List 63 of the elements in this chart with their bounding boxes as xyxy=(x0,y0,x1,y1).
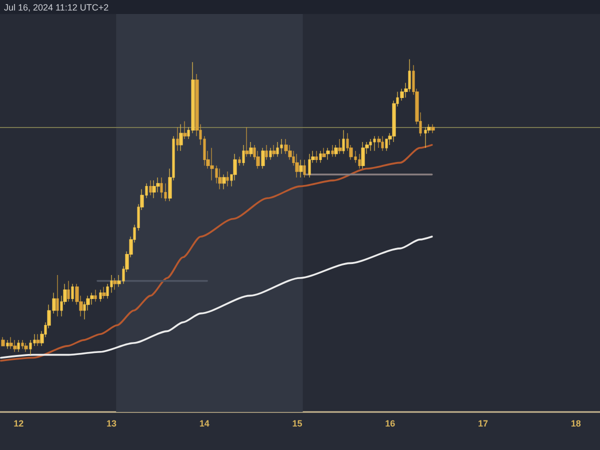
x-tick-label: 14 xyxy=(199,418,210,428)
candlestick xyxy=(361,142,365,169)
candlestick xyxy=(303,159,306,178)
candlestick xyxy=(245,126,249,158)
candlestick xyxy=(381,136,384,152)
candlestick xyxy=(338,138,342,154)
candlestick xyxy=(67,280,70,302)
candlestick xyxy=(222,174,226,190)
candlestick xyxy=(94,290,97,302)
candlestick xyxy=(295,154,299,178)
candlestick xyxy=(226,171,229,187)
candlestick xyxy=(17,340,20,352)
candlestick xyxy=(6,340,9,350)
candlestick xyxy=(218,168,222,190)
candlestick xyxy=(358,154,361,169)
candlestick xyxy=(280,138,283,154)
x-tick-label: 15 xyxy=(292,418,302,428)
candlestick xyxy=(56,274,59,317)
candlestick xyxy=(238,156,241,166)
candlestick xyxy=(261,148,265,169)
candlestick xyxy=(9,336,13,350)
candlestick xyxy=(431,124,435,134)
candlestick xyxy=(36,334,40,346)
candlestick xyxy=(269,148,272,160)
candlestick xyxy=(71,284,74,302)
candlestick xyxy=(99,290,102,302)
candlestick xyxy=(210,148,214,181)
candlestick xyxy=(160,177,163,198)
x-tick-label: 18 xyxy=(570,418,581,428)
candlestick xyxy=(242,144,245,166)
candlestick xyxy=(152,180,156,198)
x-tick-label: 17 xyxy=(478,418,488,428)
candlestick xyxy=(334,144,338,158)
x-tick-label: 16 xyxy=(385,418,396,428)
candlestick xyxy=(424,126,427,148)
candlestick xyxy=(319,150,322,163)
candlestick xyxy=(21,340,24,350)
x-tick-label: 12 xyxy=(14,418,24,428)
candlestick xyxy=(315,150,318,163)
candlestick xyxy=(113,278,117,290)
candlestick xyxy=(183,121,187,140)
candlestick xyxy=(249,142,253,158)
candlestick xyxy=(176,126,179,152)
text: Jul 16, 2024 11:12 UTC+2 xyxy=(4,2,109,12)
candlestick xyxy=(179,124,183,152)
candlestick xyxy=(272,144,276,158)
candlestick xyxy=(13,340,17,352)
candlestick xyxy=(102,286,106,299)
candlestick xyxy=(373,136,376,152)
candlestick xyxy=(377,136,381,148)
candlestick xyxy=(322,148,326,158)
candlestick xyxy=(331,144,334,158)
candlestick xyxy=(276,142,279,158)
candlestick xyxy=(24,342,28,352)
candlestick xyxy=(308,154,311,178)
candlestick xyxy=(299,159,303,178)
candlestick xyxy=(326,148,330,160)
candlestick xyxy=(1,336,5,346)
candlestick xyxy=(369,138,372,152)
candlestick xyxy=(149,180,152,196)
x-tick-label: 13 xyxy=(106,418,116,428)
candlestick xyxy=(265,144,268,160)
candlestick xyxy=(342,130,345,154)
